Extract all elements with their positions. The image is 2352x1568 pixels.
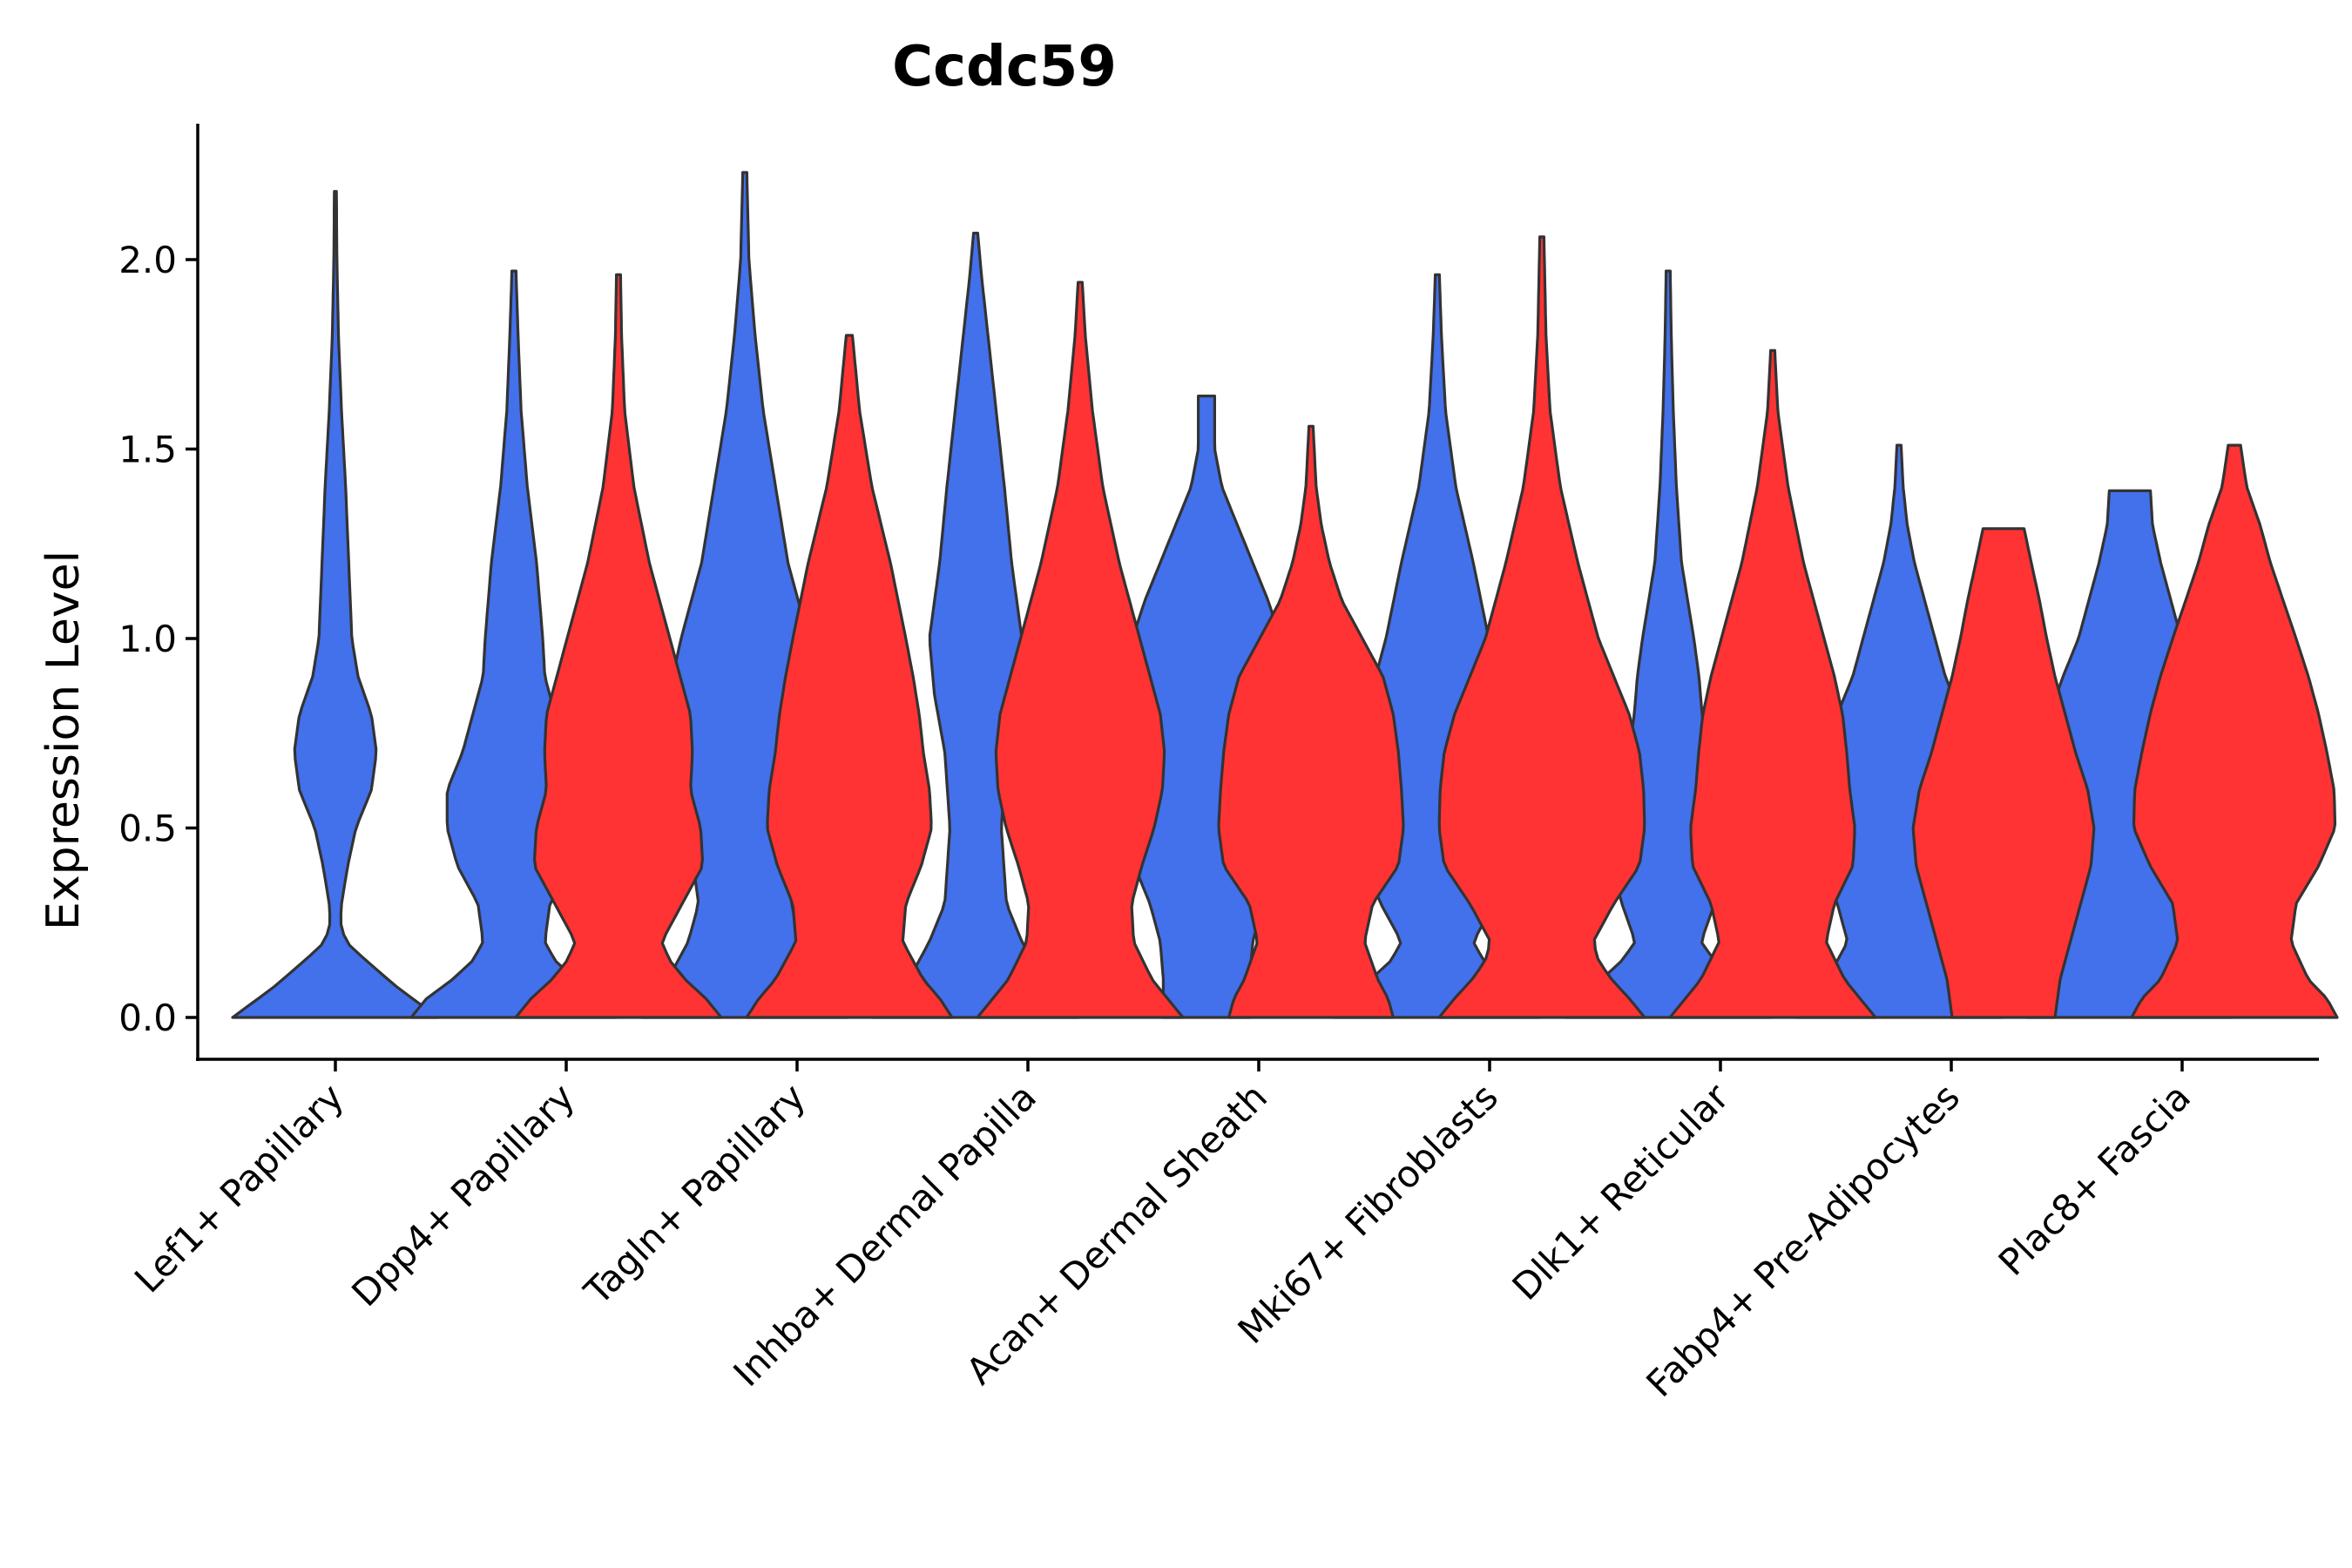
chart-title: Ccdc59: [892, 35, 1117, 99]
y-tick-label: 1.5: [118, 429, 177, 471]
violin-group2-8: [2130, 443, 2339, 1019]
x-tick-label: Dlk1+ Reticular: [1504, 1075, 1738, 1308]
y-tick-label: 1.0: [118, 618, 177, 660]
violin-group2-2: [745, 334, 954, 1019]
violin-group2-4: [1217, 424, 1405, 1019]
x-tick-label: Dpp4+ Papillary: [343, 1075, 583, 1315]
violin-group1-0: [231, 190, 440, 1019]
y-tick-label: 2.0: [118, 239, 177, 281]
x-tick-label: Mki67+ Fibroblasts: [1230, 1075, 1506, 1351]
violins-group: [231, 171, 2339, 1019]
y-ticks-group: 0.0 0.5 1.0 1.5 2.0: [118, 239, 198, 1039]
violin-group2-1: [514, 273, 723, 1019]
y-axis-label: Expression Level: [37, 551, 90, 930]
violin-group2-3: [976, 280, 1185, 1019]
y-tick-label: 0.5: [118, 808, 177, 850]
y-tick-label: 0.0: [118, 997, 177, 1039]
x-tick-label: Lef1+ Papillary: [126, 1075, 352, 1301]
x-tick-label: Tagln+ Papillary: [576, 1075, 814, 1313]
violin-group2-5: [1437, 235, 1646, 1019]
x-tick-label: Plac8+ Fascia: [1990, 1075, 2199, 1283]
violin-group2-6: [1668, 348, 1877, 1019]
violin-group2-7: [1911, 527, 2096, 1019]
